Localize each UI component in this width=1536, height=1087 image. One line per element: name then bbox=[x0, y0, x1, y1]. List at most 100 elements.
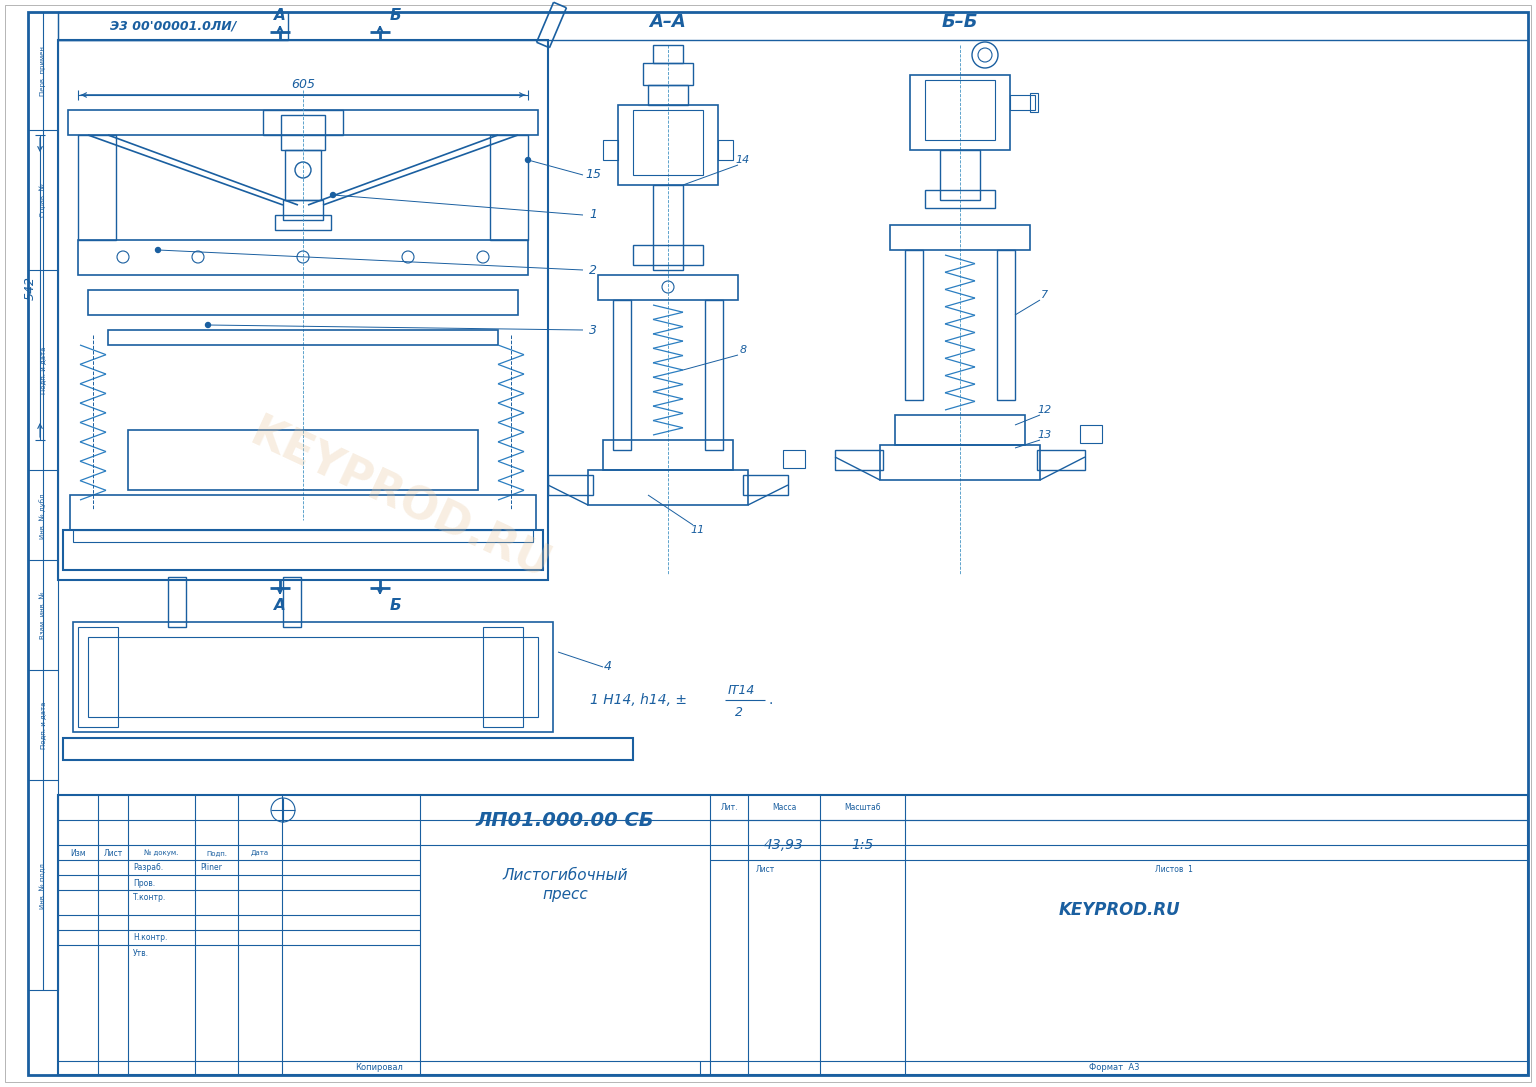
Text: KEYPROD.RU: KEYPROD.RU bbox=[243, 412, 558, 588]
Bar bbox=[588, 470, 748, 505]
Bar bbox=[604, 440, 733, 470]
Text: Взам. инв. №: Взам. инв. № bbox=[40, 591, 46, 639]
Bar bbox=[88, 637, 538, 717]
Text: Изм: Изм bbox=[71, 849, 86, 858]
Text: Подп. и дата: Подп. и дата bbox=[40, 701, 46, 749]
Text: .: . bbox=[768, 694, 773, 707]
Bar bbox=[1031, 93, 1038, 112]
Bar bbox=[940, 150, 980, 200]
Bar bbox=[283, 577, 301, 627]
Bar bbox=[644, 63, 693, 85]
Bar bbox=[78, 627, 118, 727]
Bar bbox=[275, 215, 330, 230]
Text: Э3 00'00001.0ЛИ/: Э3 00'00001.0ЛИ/ bbox=[109, 20, 237, 33]
Text: 14: 14 bbox=[736, 155, 750, 165]
Circle shape bbox=[206, 323, 210, 327]
Bar bbox=[880, 445, 1040, 480]
Text: 1 Н14, h14, ±: 1 Н14, h14, ± bbox=[590, 694, 687, 707]
Text: Пров.: Пров. bbox=[134, 878, 155, 887]
Circle shape bbox=[330, 192, 335, 198]
Bar bbox=[889, 225, 1031, 250]
Bar bbox=[925, 190, 995, 208]
Text: Инв. № подл.: Инв. № подл. bbox=[40, 861, 46, 909]
Bar bbox=[88, 290, 518, 315]
Text: Б: Б bbox=[389, 598, 401, 612]
Text: Б: Б bbox=[389, 8, 401, 23]
Text: 3: 3 bbox=[588, 324, 598, 337]
Bar bbox=[905, 250, 923, 400]
Bar bbox=[648, 85, 688, 105]
Bar bbox=[653, 45, 684, 63]
Bar bbox=[286, 150, 321, 200]
Bar bbox=[281, 115, 326, 150]
Text: 2: 2 bbox=[736, 705, 743, 719]
Bar bbox=[783, 450, 805, 468]
Bar bbox=[71, 495, 536, 530]
Text: Инв. № дубл.: Инв. № дубл. bbox=[40, 491, 46, 539]
Bar bbox=[598, 275, 737, 300]
Text: ЛП01.000.00 СБ: ЛП01.000.00 СБ bbox=[476, 811, 654, 829]
Bar bbox=[895, 415, 1025, 445]
Text: Утв.: Утв. bbox=[134, 949, 149, 958]
Bar bbox=[263, 110, 343, 135]
Text: Т.контр.: Т.контр. bbox=[134, 894, 166, 902]
Bar bbox=[617, 105, 717, 185]
Text: 12: 12 bbox=[1038, 405, 1052, 415]
Bar bbox=[1080, 425, 1101, 443]
Bar bbox=[490, 135, 528, 240]
Text: А–А: А–А bbox=[650, 13, 687, 32]
Text: IT14: IT14 bbox=[728, 684, 756, 697]
Text: 1: 1 bbox=[588, 209, 598, 222]
Text: Подп. и дата: Подп. и дата bbox=[40, 347, 46, 393]
Bar bbox=[743, 475, 788, 495]
Text: 1:5: 1:5 bbox=[851, 838, 874, 852]
Circle shape bbox=[525, 158, 530, 162]
Bar bbox=[63, 738, 633, 760]
Bar bbox=[482, 627, 522, 727]
Text: Масштаб: Масштаб bbox=[845, 802, 880, 812]
Text: Б–Б: Б–Б bbox=[942, 13, 978, 32]
Text: А: А bbox=[273, 8, 286, 23]
Bar bbox=[836, 450, 883, 470]
Text: Справ. №: Справ. № bbox=[40, 183, 46, 217]
Text: Масса: Масса bbox=[771, 802, 796, 812]
Bar bbox=[63, 530, 544, 570]
Text: Перв. примен.: Перв. примен. bbox=[40, 43, 46, 96]
Text: Копировал: Копировал bbox=[355, 1063, 402, 1073]
Bar bbox=[68, 110, 538, 135]
Bar bbox=[705, 300, 723, 450]
Bar bbox=[613, 300, 631, 450]
Bar bbox=[58, 12, 289, 40]
Bar bbox=[997, 250, 1015, 400]
Bar bbox=[127, 430, 478, 490]
Bar bbox=[604, 140, 617, 160]
Text: Листов  1: Листов 1 bbox=[1155, 865, 1193, 875]
Text: 2: 2 bbox=[588, 263, 598, 276]
Bar bbox=[909, 75, 1011, 150]
Text: KEYPROD.RU: KEYPROD.RU bbox=[1058, 901, 1180, 919]
Bar bbox=[58, 40, 548, 580]
Text: 43,93: 43,93 bbox=[763, 838, 803, 852]
Bar bbox=[1011, 95, 1035, 110]
Bar bbox=[78, 240, 528, 275]
Bar bbox=[78, 135, 117, 240]
Text: А: А bbox=[273, 598, 286, 612]
Bar bbox=[58, 795, 1528, 1075]
Bar bbox=[283, 200, 323, 220]
Bar bbox=[633, 110, 703, 175]
Text: Дата: Дата bbox=[250, 850, 269, 857]
Text: Разраб.: Разраб. bbox=[134, 863, 163, 873]
Text: 13: 13 bbox=[1038, 430, 1052, 440]
Text: 542: 542 bbox=[23, 275, 37, 300]
Text: Лист: Лист bbox=[756, 865, 774, 875]
Text: 8: 8 bbox=[739, 345, 746, 355]
Text: 7: 7 bbox=[1041, 290, 1049, 300]
Bar bbox=[167, 577, 186, 627]
Text: Pliner: Pliner bbox=[200, 863, 221, 873]
Text: 15: 15 bbox=[585, 168, 601, 182]
Text: Лит.: Лит. bbox=[720, 802, 737, 812]
Bar bbox=[74, 530, 533, 542]
Bar bbox=[108, 330, 498, 345]
Bar bbox=[548, 475, 593, 495]
Text: Формат  A3: Формат A3 bbox=[1089, 1063, 1140, 1073]
